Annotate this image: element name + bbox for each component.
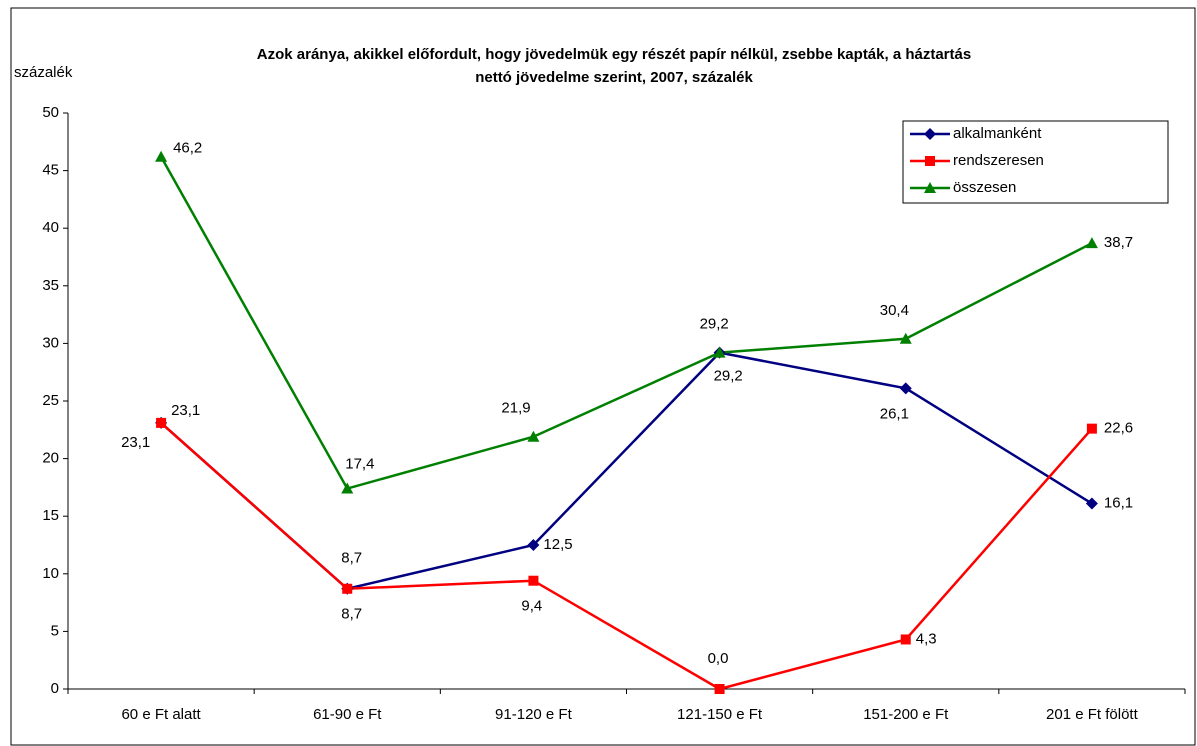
legend-label: rendszeresen	[953, 152, 1044, 169]
x-tick-label: 60 e Ft alatt	[121, 706, 201, 723]
data-label: 8,7	[341, 606, 362, 623]
data-point	[527, 539, 540, 551]
data-label: 30,4	[880, 302, 909, 319]
data-label: 4,3	[916, 630, 937, 647]
x-tick-label: 91-120 e Ft	[495, 706, 573, 723]
data-point	[155, 150, 168, 162]
legend-label: alkalmanként	[953, 125, 1042, 142]
x-tick-label: 201 e Ft fölött	[1046, 706, 1139, 723]
data-label: 17,4	[345, 456, 374, 473]
x-tick-label: 121-150 e Ft	[677, 706, 763, 723]
y-tick-label: 10	[42, 565, 59, 582]
legend-marker	[925, 156, 935, 166]
data-point	[900, 634, 911, 645]
data-label: 22,6	[1104, 420, 1133, 437]
x-tick-label: 61-90 e Ft	[313, 706, 382, 723]
x-tick-label: 151-200 e Ft	[863, 706, 949, 723]
data-point	[528, 575, 539, 586]
data-label: 12,5	[543, 536, 572, 553]
series-line	[160, 421, 1093, 691]
data-point	[1086, 423, 1097, 434]
data-label: 29,2	[700, 316, 729, 333]
data-label: 23,1	[171, 402, 200, 419]
data-label: 9,4	[521, 598, 542, 615]
data-point	[899, 382, 912, 395]
data-label: 8,7	[341, 550, 362, 567]
data-point	[341, 482, 354, 494]
data-label: 46,2	[173, 140, 202, 157]
data-point	[899, 332, 912, 344]
data-point	[527, 430, 540, 442]
data-label: 29,2	[714, 368, 743, 385]
data-label: 0,0	[708, 650, 729, 667]
data-point	[1085, 237, 1098, 249]
y-tick-label: 50	[42, 104, 59, 121]
legend-marker	[924, 182, 936, 193]
y-tick-label: 25	[42, 392, 59, 409]
chart-border	[10, 7, 1196, 746]
series-line	[159, 156, 1093, 491]
data-point	[342, 583, 353, 594]
chart-title: Azok aránya, akikkel előfordult, hogy jö…	[257, 46, 971, 63]
y-tick-label: 15	[42, 507, 59, 524]
data-label: 26,1	[880, 405, 909, 422]
data-label: 16,1	[1104, 494, 1133, 511]
data-label: 38,7	[1104, 234, 1133, 251]
legend-marker	[924, 128, 936, 140]
data-point	[1085, 497, 1098, 510]
data-point	[714, 684, 725, 694]
y-tick-label: 0	[51, 680, 59, 697]
y-axis-label: százalék	[14, 64, 73, 81]
y-tick-label: 35	[42, 277, 59, 294]
y-tick-label: 40	[42, 219, 59, 236]
y-tick-label: 30	[42, 334, 59, 351]
legend-label: összesen	[953, 179, 1016, 196]
y-tick-label: 20	[42, 450, 59, 467]
data-point	[713, 346, 726, 358]
data-label: 23,1	[121, 434, 150, 451]
y-tick-label: 45	[42, 162, 59, 179]
chart-subtitle: nettó jövedelme szerint, 2007, százalék	[475, 69, 753, 86]
y-tick-label: 5	[51, 622, 59, 639]
data-point	[156, 417, 167, 428]
data-label: 21,9	[501, 400, 530, 417]
